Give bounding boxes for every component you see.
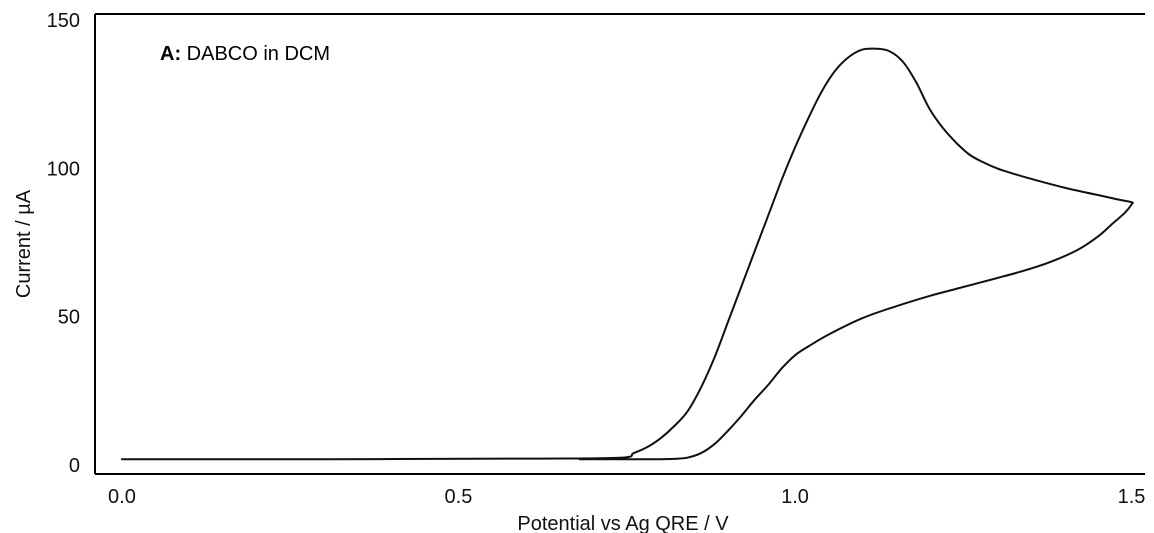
data-series (120, 47, 1134, 461)
y-tick-label: 50 (58, 307, 80, 329)
x-axis-title: Potential vs Ag QRE / V (517, 513, 729, 533)
y-axis-title: Current / µA (13, 189, 35, 298)
annotation-bold: A: (160, 43, 181, 65)
annotation-label: A: DABCO in DCM (160, 43, 330, 65)
x-tick-label: 0.5 (445, 486, 473, 508)
x-tick-label: 0.0 (108, 486, 136, 508)
y-tick-label: 0 (69, 455, 80, 477)
x-tick-label: 1.0 (781, 486, 809, 508)
annotation-text: DABCO in DCM (181, 43, 330, 65)
plot-frame (94, 13, 1145, 475)
axis-ticks: 0.0 0.5 1.0 1.5 0 50 100 150 (47, 10, 1146, 508)
x-tick-label: 1.5 (1118, 486, 1146, 508)
y-tick-label: 150 (47, 10, 80, 32)
y-tick-label: 100 (47, 158, 80, 180)
cv-curve-line (120, 47, 1134, 461)
